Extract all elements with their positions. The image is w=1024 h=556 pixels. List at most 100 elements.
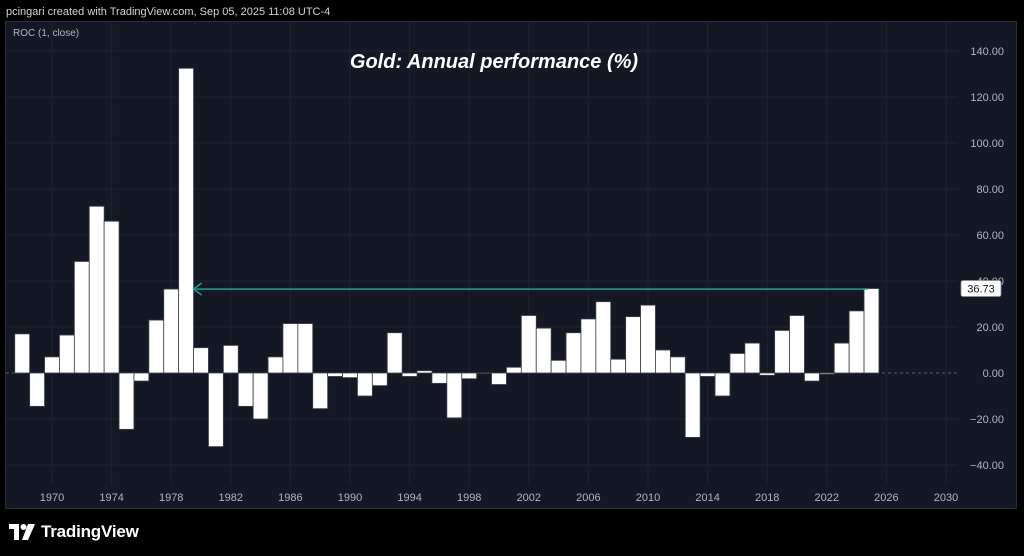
- x-tick-label: 2026: [874, 492, 898, 504]
- bar-2022: [818, 372, 835, 375]
- bar-2002: [520, 315, 537, 374]
- y-tick-label: 120.00: [970, 92, 1004, 104]
- tradingview-logo[interactable]: TradingView: [9, 522, 139, 542]
- bar-2015: [714, 372, 731, 397]
- bar-1994: [401, 372, 418, 377]
- last-value-box: [960, 280, 1002, 297]
- bar-1970: [44, 356, 60, 374]
- bar-1995: [416, 370, 433, 374]
- bar-1983: [237, 372, 254, 407]
- bar-2025: [863, 288, 880, 374]
- y-tick-label: 60.00: [976, 230, 1004, 242]
- y-axis: 140.00120.00100.0080.0060.0040.0020.000.…: [970, 46, 1004, 472]
- last-value-text: 36.73: [967, 284, 995, 296]
- x-tick-label: 1994: [397, 492, 421, 504]
- bar-1976: [133, 372, 150, 382]
- tradingview-brand: TradingView: [41, 522, 139, 541]
- y-tick-label: 100.00: [970, 138, 1004, 150]
- bar-1985: [267, 356, 284, 374]
- y-tick-label: 0.00: [983, 368, 1004, 380]
- bar-1975: [118, 372, 135, 430]
- bar-2019: [774, 330, 790, 374]
- x-tick-label: 2014: [695, 492, 719, 504]
- bar-1974: [103, 220, 120, 374]
- bar-1972: [73, 261, 90, 374]
- bar-2001: [506, 366, 522, 374]
- y-tick-label: 20.00: [976, 322, 1004, 334]
- bar-1999: [476, 372, 492, 375]
- bar-2012: [669, 356, 686, 374]
- bar-2020: [789, 315, 805, 374]
- bar-1971: [59, 334, 75, 374]
- bar-2005: [565, 332, 582, 374]
- bar-1989: [327, 372, 343, 377]
- tradingview-logo-icon: [9, 524, 35, 540]
- bar-1991: [357, 372, 373, 397]
- x-tick-label: 1974: [99, 492, 123, 504]
- x-axis: 1970 1974 1978 1982 1986 1990 1994 1998 2002 2006…: [40, 492, 958, 504]
- bar-series: [14, 67, 880, 447]
- grid-lines: [6, 22, 958, 485]
- bar-1968: [14, 333, 31, 374]
- bar-1969: [29, 372, 45, 407]
- bar-1978: [163, 288, 180, 374]
- bar-2014: [699, 372, 716, 377]
- bar-2011: [655, 349, 671, 374]
- last-value-badge: 36.73: [960, 280, 1002, 297]
- bar-2000: [491, 372, 507, 385]
- bar-2018: [759, 372, 776, 376]
- bar-2009: [625, 316, 641, 374]
- x-tick-label: 2002: [517, 492, 541, 504]
- bar-1990: [342, 372, 358, 378]
- y-tick-label: 80.00: [976, 184, 1004, 196]
- bar-2013: [684, 372, 701, 438]
- bar-1997: [446, 372, 463, 419]
- bar-2021: [804, 372, 820, 382]
- x-tick-label: 1982: [219, 492, 243, 504]
- bar-2023: [833, 342, 850, 374]
- bar-2017: [744, 342, 761, 374]
- x-tick-label: 2022: [815, 492, 839, 504]
- x-tick-label: 1970: [40, 492, 64, 504]
- indicator-label[interactable]: ROC (1, close): [13, 28, 80, 39]
- bar-1980: [193, 347, 209, 374]
- y-tick-label: 140.00: [970, 46, 1004, 58]
- bar-1988: [312, 372, 329, 410]
- bar-1993: [386, 332, 403, 374]
- bar-1979: [178, 67, 194, 374]
- x-tick-label: 2018: [755, 492, 779, 504]
- bar-2007: [595, 301, 612, 374]
- bar-1981: [208, 372, 224, 447]
- bar-1987: [297, 323, 314, 374]
- comparison-arrow: [192, 282, 868, 296]
- bar-1984: [252, 372, 269, 420]
- arrow-head: [192, 282, 202, 296]
- bar-2006: [580, 318, 597, 374]
- bar-1996: [431, 372, 448, 384]
- bar-1986: [282, 323, 299, 374]
- x-tick-label: 2030: [934, 492, 958, 504]
- y-tick-label: −40.00: [970, 460, 1004, 472]
- x-tick-label: 1990: [338, 492, 362, 504]
- bar-1992: [371, 372, 388, 387]
- attribution-text: pcingari created with TradingView.com, S…: [6, 6, 331, 18]
- bar-2003: [535, 327, 552, 374]
- x-tick-label: 2006: [576, 492, 600, 504]
- y-tick-label: −20.00: [970, 414, 1004, 426]
- bar-2004: [550, 359, 567, 374]
- chart-panel: [5, 21, 1017, 509]
- bar-2008: [610, 358, 627, 374]
- bar-2016: [729, 353, 746, 374]
- x-tick-label: 1986: [278, 492, 302, 504]
- x-tick-label: 1978: [159, 492, 183, 504]
- bar-1998: [461, 372, 478, 380]
- bar-2024: [848, 310, 865, 374]
- bar-2010: [640, 304, 656, 374]
- chart-title: Gold: Annual performance (%): [350, 51, 639, 73]
- x-tick-label: 2010: [636, 492, 660, 504]
- x-tick-label: 1998: [457, 492, 481, 504]
- bar-1977: [148, 319, 165, 374]
- bar-1982: [222, 344, 239, 374]
- bar-1973: [88, 205, 105, 374]
